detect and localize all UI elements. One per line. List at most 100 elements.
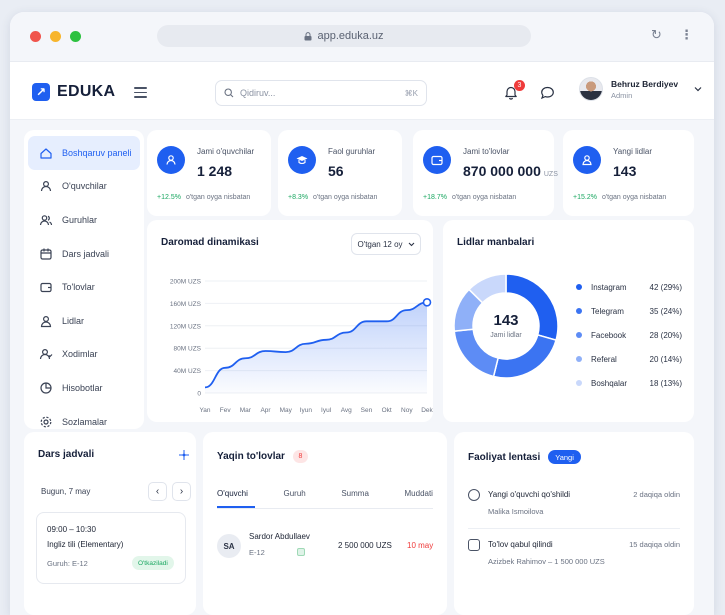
column-group[interactable]: Guruh	[283, 489, 306, 498]
legend-item[interactable]: Referal 20 (14%)	[576, 353, 682, 365]
stat-label: Faol guruhlar	[328, 147, 376, 156]
stat-card[interactable]: Faol guruhlar 56 +8.3% o'tgan oyga nisbat…	[278, 130, 402, 216]
calendar-icon	[40, 248, 52, 260]
donut-slice-telegram[interactable]	[492, 334, 557, 379]
sidebar-item-1[interactable]: O'quvchilar	[28, 170, 140, 204]
column-amount[interactable]: Summa	[341, 489, 369, 498]
y-tick-label: 200M UZS	[170, 279, 202, 286]
browser-chrome: app.eduka.uz ↻ ⋮	[10, 12, 714, 62]
sidebar-item-0[interactable]: Boshqaruv paneli	[28, 136, 140, 170]
sidebar: Boshqaruv paneli O'quvchilar Guruhlar Dars …	[24, 130, 144, 429]
user-add-icon	[468, 489, 480, 501]
next-day-button[interactable]: ›	[172, 482, 191, 501]
period-select-value: O'tgan 12 oy	[357, 239, 403, 249]
schedule-title: Dars jadvali	[38, 449, 95, 460]
activity-item-title: Yangi o'quvchi qo'shildi	[488, 490, 571, 499]
sidebar-item-label: Dars jadvali	[62, 248, 110, 259]
cap-icon	[296, 156, 308, 164]
donut-slice-boshqalar[interactable]	[467, 273, 507, 304]
student-name: Sardor Abdullaev	[249, 532, 310, 541]
legend-value: 28 (20%)	[649, 330, 682, 340]
legend-swatch	[576, 308, 582, 314]
legend-item[interactable]: Boshqalar 18 (13%)	[576, 377, 682, 389]
user-icon	[40, 181, 52, 192]
revenue-card: Daromad dinamikasi O'tgan 12 oy 0 40M UZS…	[147, 220, 433, 422]
stat-icon-bg	[573, 146, 601, 174]
activity-title: Faoliyat lentasi	[468, 451, 541, 463]
sidebar-item-4[interactable]: To'lovlar	[28, 270, 140, 304]
address-bar[interactable]: app.eduka.uz	[157, 25, 531, 47]
legend-label: Boshqalar	[591, 378, 628, 388]
more-vertical-icon[interactable]: ⋮	[680, 27, 693, 42]
menu-toggle-icon[interactable]	[134, 87, 147, 101]
sidebar-item-3[interactable]: Dars jadvali	[28, 237, 140, 271]
reload-icon[interactable]: ↻	[651, 27, 662, 42]
student-group: E-12	[249, 548, 265, 557]
leads-title: Lidlar manbalari	[457, 237, 535, 248]
revenue-line	[204, 301, 428, 389]
avatar: SA	[217, 534, 241, 558]
lesson-group: Guruh: E-12	[47, 559, 88, 568]
payments-count-badge: 8	[292, 450, 308, 463]
search-icon	[224, 88, 234, 98]
sidebar-item-7[interactable]: Hisobotlar	[28, 371, 140, 405]
active-tab-indicator	[217, 506, 255, 508]
stat-card[interactable]: Jami o'quvchilar 1 248 +12.5% o'tgan oyga…	[147, 130, 271, 216]
y-tick-label: 40M UZS	[174, 368, 202, 375]
close-window-button[interactable]	[30, 31, 41, 42]
donut-center-label: Jami lidlar	[490, 332, 522, 339]
lesson-card[interactable]: 09:00 – 10:30 Ingliz tili (Elementary) G…	[36, 512, 186, 584]
activity-item-time: 2 daqiqa oldin	[633, 490, 680, 499]
move-icon[interactable]	[179, 450, 189, 460]
sidebar-item-5[interactable]: Lidlar	[28, 304, 140, 338]
stat-change-percent: +15.2%	[573, 194, 597, 201]
stat-card[interactable]: Jami to'lovlar 870 000 000 UZS +18.7% o'tg…	[413, 130, 558, 216]
stat-value: 56	[328, 163, 347, 179]
donut-center-value: 143	[493, 312, 519, 329]
legend-swatch	[576, 332, 582, 338]
revenue-area	[205, 302, 427, 393]
activity-item-detail: Malika Ismoilova	[488, 507, 544, 516]
tab-students[interactable]: O'quvchi	[217, 489, 248, 498]
search-input[interactable]: Qidiruv... ⌘K	[215, 80, 427, 106]
legend-item[interactable]: Instagram 42 (29%)	[576, 281, 682, 293]
stat-change-note: o'tgan oyga nisbatan	[313, 194, 378, 201]
column-due[interactable]: Muddati	[404, 489, 433, 498]
maximize-window-button[interactable]	[70, 31, 81, 42]
stat-icon-bg	[423, 146, 451, 174]
user-menu[interactable]: Behruz Berdiyev Admin	[579, 77, 702, 101]
chevron-down-icon	[694, 87, 702, 92]
new-badge: Yangi	[548, 450, 581, 464]
payment-icon	[468, 539, 480, 551]
period-select[interactable]: O'tgan 12 oy	[351, 233, 421, 255]
sidebar-item-label: Xodimlar	[62, 349, 98, 360]
sidebar-item-2[interactable]: Guruhlar	[28, 203, 140, 237]
y-tick-label: 0	[197, 391, 201, 398]
bell-icon[interactable]	[504, 85, 518, 100]
legend-item[interactable]: Facebook 28 (20%)	[576, 329, 682, 341]
sidebar-item-6[interactable]: Xodimlar	[28, 338, 140, 372]
prev-day-button[interactable]: ‹	[148, 482, 167, 501]
logo[interactable]: ↗ EDUKA	[32, 83, 115, 101]
legend-value: 42 (29%)	[649, 282, 682, 292]
gear-icon	[40, 416, 52, 427]
table-row[interactable]: SA Sardor Abdullaev E-12 2 500 000 UZS 1…	[217, 529, 433, 569]
x-tick-label: Yan	[199, 407, 210, 414]
sidebar-item-label: Guruhlar	[62, 214, 98, 225]
status-icon	[297, 548, 305, 556]
legend-swatch	[576, 284, 582, 290]
x-tick-label: Okt	[382, 407, 392, 414]
x-tick-label: Sen	[361, 407, 373, 414]
chat-icon[interactable]	[540, 86, 555, 100]
new-lead-icon	[582, 155, 592, 166]
legend-item[interactable]: Telegram 35 (24%)	[576, 305, 682, 317]
user-name: Behruz Berdiyev	[611, 78, 679, 89]
stat-change: +15.2% o'tgan oyga nisbatan	[573, 194, 666, 201]
sidebar-item-8[interactable]: Sozlamalar	[28, 405, 140, 439]
x-tick-label: Dek	[421, 407, 433, 414]
sidebar-item-label: O'quvchilar	[62, 181, 107, 192]
minimize-window-button[interactable]	[50, 31, 61, 42]
stat-card[interactable]: Yangi lidlar 143 +15.2% o'tgan oyga nisba…	[563, 130, 694, 216]
x-tick-label: Avg	[341, 407, 352, 414]
x-tick-label: Mar	[240, 407, 252, 414]
